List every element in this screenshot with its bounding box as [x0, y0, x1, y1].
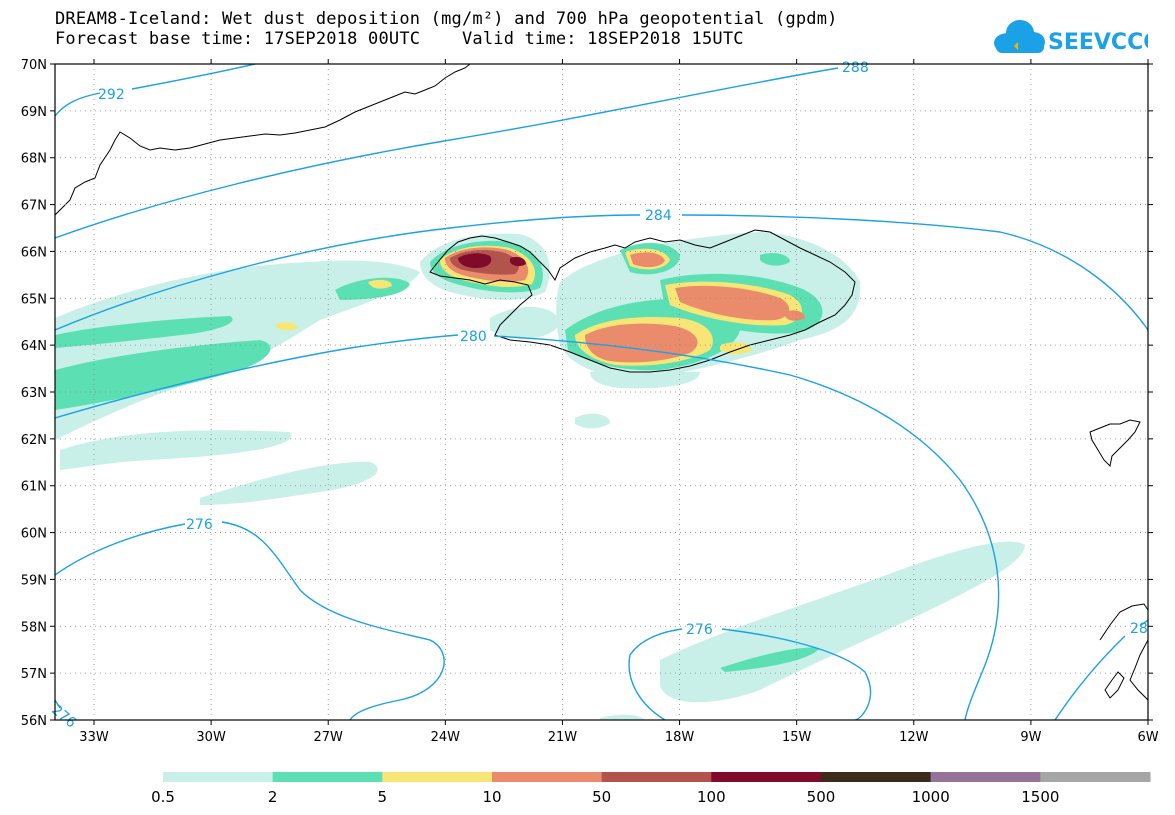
legend-swatch — [711, 772, 822, 782]
map-subtitle: Forecast base time: 17SEP2018 00UTC Vali… — [55, 29, 744, 49]
lon-label: 18W — [665, 730, 695, 745]
legend-label: 0.5 — [151, 788, 175, 806]
contour-288 — [55, 64, 879, 239]
legend-label: 1000 — [912, 788, 950, 806]
legend-label: 5 — [378, 788, 388, 806]
lat-label: 62N — [21, 433, 47, 448]
lon-label: 21W — [548, 730, 578, 745]
iceland-coast — [429, 229, 856, 373]
lat-label: 67N — [21, 199, 47, 214]
lon-label: 12W — [899, 730, 929, 745]
map-title: DREAM8-Iceland: Wet dust deposition (mg/… — [55, 9, 838, 29]
lon-label: 30W — [196, 730, 226, 745]
legend-label: 1500 — [1021, 788, 1059, 806]
contour-276-corner — [55, 619, 1148, 720]
contour-label-276-c: 276 — [48, 702, 79, 731]
lat-label: 63N — [21, 386, 47, 401]
contour-label-284: 284 — [645, 208, 672, 224]
lat-label: 68N — [21, 152, 47, 167]
hebrides-coast — [1104, 671, 1125, 699]
contour-label-28: 28 — [1130, 621, 1148, 637]
scotland-coast — [1099, 603, 1148, 701]
color-legend: 0.5 2 5 10 50 100 500 1000 1500 — [151, 772, 1151, 806]
legend-swatch — [821, 772, 932, 782]
legend-swatch — [382, 772, 493, 782]
legend-label: 10 — [482, 788, 501, 806]
lon-label: 15W — [782, 730, 812, 745]
lat-label: 60N — [21, 527, 47, 542]
contour-label-292: 292 — [98, 87, 125, 103]
lat-label: 57N — [21, 667, 47, 682]
lon-label: 6W — [1137, 730, 1158, 745]
map-frame — [54, 63, 1149, 721]
contour-label-276-b: 276 — [686, 622, 713, 638]
legend-swatch — [601, 772, 712, 782]
dust-level-100 — [458, 253, 526, 268]
lat-label: 56N — [21, 714, 47, 729]
lon-label: 24W — [431, 730, 461, 745]
lat-label: 59N — [21, 573, 47, 588]
longitude-axis: 33W 30W 27W 24W 21W 18W 15W 12W 9W 6W — [79, 59, 1159, 745]
legend-swatch — [492, 772, 603, 782]
logo-text: SEEVCCC — [1048, 30, 1148, 55]
legend-swatch — [1040, 772, 1151, 782]
legend-swatch — [272, 772, 383, 782]
contour-label-276-a: 276 — [186, 517, 213, 533]
faroe-coast — [1089, 419, 1141, 468]
legend-label: 2 — [268, 788, 278, 806]
lat-label: 70N — [21, 58, 47, 73]
legend-label: 500 — [807, 788, 836, 806]
cloud-icon — [994, 20, 1045, 53]
dust-level-0.5 — [55, 232, 1025, 720]
latitude-axis: 70N 69N 68N 67N 66N 65N 64N 63N 62N 61N 60N 59N 58N 5… — [21, 58, 1153, 729]
lat-label: 58N — [21, 620, 47, 635]
contour-label-288: 288 — [842, 60, 869, 76]
seevccc-logo: SEEVCCC — [994, 20, 1148, 55]
geopotential-contours — [55, 64, 1148, 720]
legend-label: 50 — [592, 788, 611, 806]
lat-label: 66N — [21, 245, 47, 260]
lat-label: 65N — [21, 292, 47, 307]
legend-swatch — [930, 772, 1041, 782]
lat-label: 64N — [21, 339, 47, 354]
contour-labels: 292 288 284 280 276 276 276 28 — [48, 60, 1148, 732]
contour-276-south — [628, 628, 872, 720]
lon-label: 33W — [79, 730, 109, 745]
lat-label: 61N — [21, 480, 47, 495]
contour-276-west — [55, 521, 445, 720]
dust-deposition-field — [55, 232, 1025, 720]
contour-280 — [55, 334, 1000, 720]
legend-swatch — [163, 772, 274, 782]
lat-label: 69N — [21, 105, 47, 120]
contour-292 — [55, 64, 256, 117]
coastlines — [55, 64, 1148, 701]
greenland-coast — [55, 64, 471, 216]
lon-label: 27W — [314, 730, 344, 745]
legend-label: 100 — [697, 788, 726, 806]
lon-label: 9W — [1020, 730, 1041, 745]
contour-label-280: 280 — [460, 329, 487, 345]
